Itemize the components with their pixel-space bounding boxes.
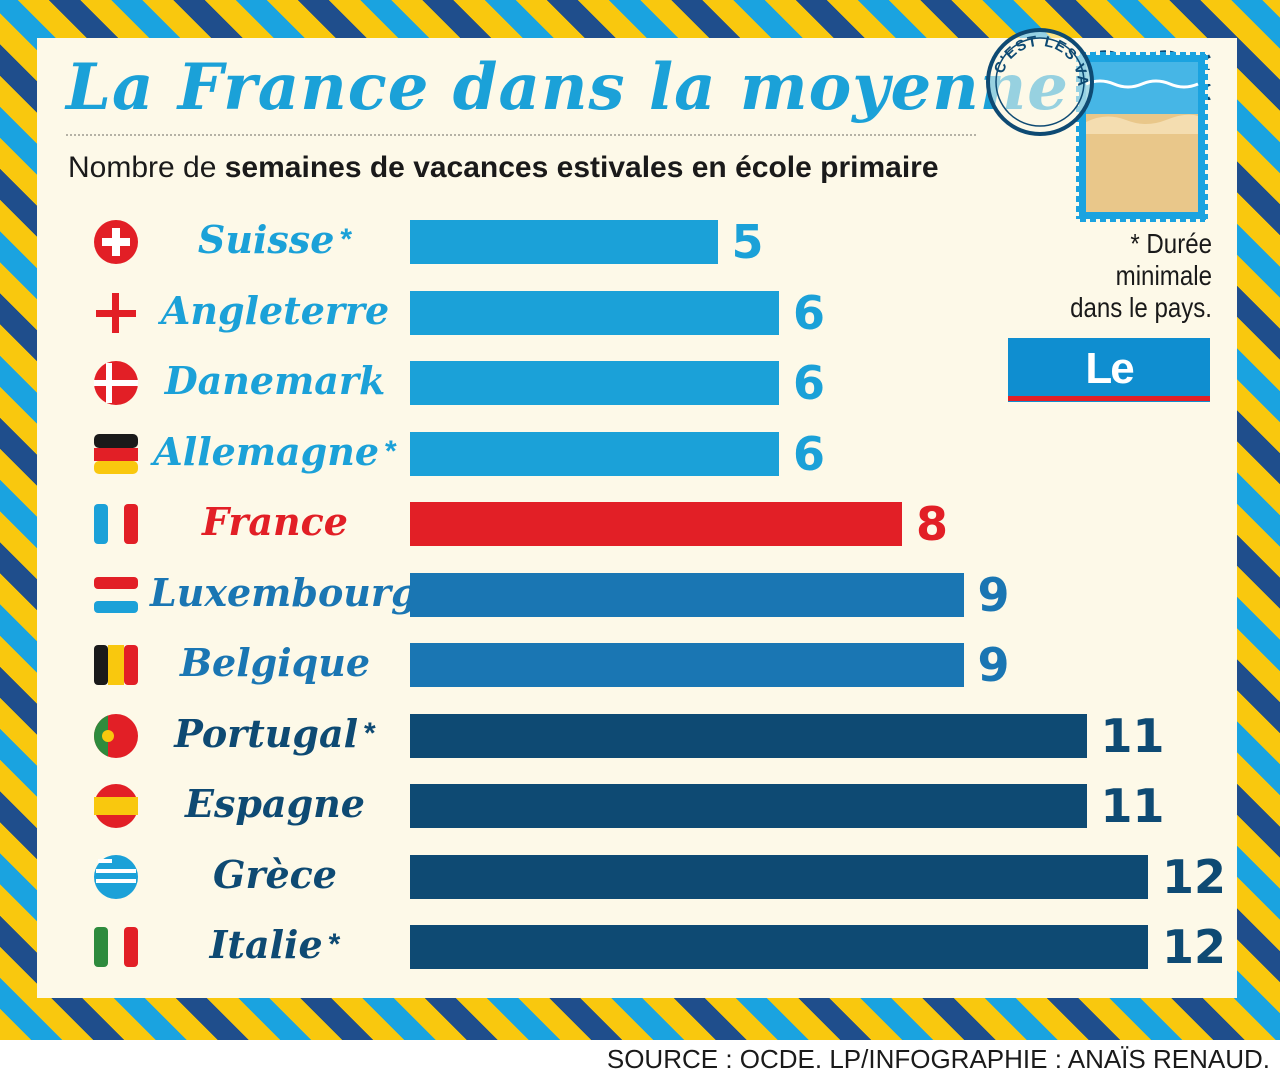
postmark-circle (986, 28, 1094, 136)
title-divider (66, 134, 976, 136)
bar-grece (410, 854, 1148, 899)
chart-subtitle: Nombre de semaines de vacances estivales… (68, 148, 1028, 188)
logo-underline (1008, 396, 1210, 401)
chart-title: La France dans la moyenne (66, 50, 1069, 125)
portugal-flag-icon (90, 712, 142, 760)
subtitle-prefix: Nombre de (68, 151, 225, 184)
country-label-espagne: Espagne (150, 782, 400, 826)
belgium-flag-icon (90, 641, 142, 689)
value-label-allemagne: 6 (793, 426, 826, 481)
england-flag-icon (90, 289, 142, 337)
spain-flag-icon (90, 782, 142, 830)
bar-allemagne (410, 431, 779, 476)
bar-espagne (410, 784, 1087, 828)
value-label-grece: 12 (1162, 849, 1227, 904)
bar-suisse (410, 220, 718, 264)
value-label-luxembourg: 9 (977, 567, 1010, 622)
bar-france (410, 502, 902, 546)
country-label-suisse: Suisse * (150, 218, 400, 262)
asterisk-mark: * (385, 434, 397, 468)
value-label-suisse: 5 (731, 215, 764, 269)
bar-belgique (410, 643, 964, 687)
country-label-italie: Italie * (150, 923, 400, 967)
value-label-italie: 12 (1162, 920, 1227, 974)
bar-angleterre (410, 290, 779, 335)
switzerland-flag-icon (90, 218, 142, 266)
country-name: Angleterre (160, 287, 390, 333)
country-name: France (202, 499, 348, 544)
postage-stamp-icon: C'EST LES VACANCES (974, 1, 1220, 225)
italy-flag-icon (90, 923, 142, 971)
asterisk-mark: * (340, 223, 353, 256)
country-name: Danemark (164, 358, 386, 403)
luxembourg-flag-icon (90, 571, 142, 619)
bar-italie (410, 925, 1148, 969)
country-label-luxembourg: Luxembourg (150, 570, 418, 615)
country-name: Grèce (213, 851, 337, 897)
country-name: Portugal (174, 710, 359, 756)
value-label-espagne: 11 (1100, 779, 1165, 833)
country-label-allemagne: Allemagne * (150, 428, 400, 474)
value-label-danemark: 6 (793, 356, 826, 410)
bar-luxembourg (410, 572, 964, 617)
subtitle-bold: semaines de vacances estivales en école … (224, 151, 939, 184)
country-label-portugal: Portugal * (150, 710, 400, 756)
source-credit: SOURCE : OCDE. LP/INFOGRAPHIE : ANAÏS RE… (606, 1044, 1270, 1074)
country-name: Luxembourg (150, 569, 418, 615)
bar-danemark (410, 361, 779, 405)
france-flag-icon (90, 500, 142, 548)
footnote: * Durée minimale dans le pays. (1070, 228, 1212, 323)
greece-flag-icon (90, 853, 142, 901)
value-label-belgique: 9 (977, 638, 1010, 692)
country-label-danemark: Danemark (150, 359, 400, 403)
denmark-flag-icon (90, 359, 142, 407)
country-name: Allemagne (153, 428, 380, 474)
le-parisien-logo: Le Parisien (1008, 338, 1210, 402)
country-label-belgique: Belgique (150, 641, 400, 685)
country-name: Espagne (185, 781, 365, 826)
country-label-france: France (150, 500, 400, 544)
bar-portugal (410, 713, 1087, 758)
asterisk-mark: * (364, 716, 376, 750)
value-label-angleterre: 6 (793, 285, 826, 340)
country-name: Suisse (197, 217, 335, 262)
country-name: Belgique (179, 640, 371, 685)
germany-flag-icon (90, 430, 142, 478)
value-label-portugal: 11 (1100, 708, 1165, 763)
country-label-grece: Grèce (150, 851, 400, 897)
value-label-france: 8 (916, 497, 949, 551)
asterisk-mark: * (328, 928, 341, 961)
stamp-sea (1086, 62, 1198, 118)
country-label-angleterre: Angleterre (150, 287, 400, 333)
country-name: Italie (209, 922, 323, 967)
